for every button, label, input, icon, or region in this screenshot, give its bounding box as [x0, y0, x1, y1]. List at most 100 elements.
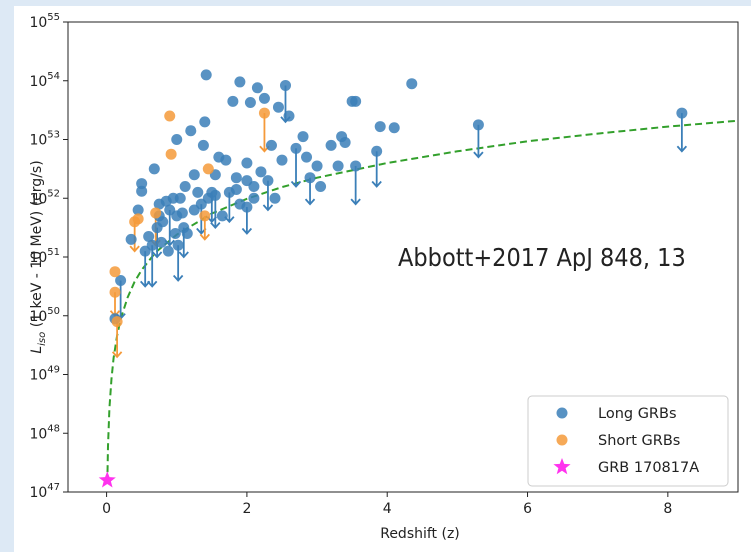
long-grb-point	[371, 145, 383, 157]
long-grb-point	[262, 175, 274, 187]
long-grb-point	[200, 69, 212, 81]
x-tick-label: 2	[242, 501, 251, 517]
x-tick-label: 8	[663, 501, 672, 517]
long-grb-point	[472, 119, 484, 131]
short-grb-point	[199, 210, 211, 222]
long-grb-point	[148, 163, 160, 175]
long-grb-point	[241, 157, 253, 169]
long-grb-point	[169, 228, 181, 239]
y-axis-label-sub: iso	[37, 332, 48, 346]
y-tick-label: 1047	[29, 482, 60, 501]
chart-annotation: Abbott+2017 ApJ 848, 13	[398, 243, 686, 272]
long-grb-point	[162, 245, 174, 257]
y-tick-label: 1054	[29, 71, 60, 90]
long-grb-point	[388, 122, 400, 134]
long-grb-point	[244, 96, 256, 108]
short-grb-point	[165, 148, 177, 160]
long-grb-point	[172, 239, 184, 251]
long-grb-point	[350, 160, 362, 172]
long-grb-point	[406, 78, 418, 90]
short-grb-point	[109, 266, 121, 278]
x-tick-label: 6	[523, 501, 532, 517]
legend-marker-short	[556, 434, 568, 446]
long-grb-point	[179, 181, 191, 192]
long-grb-point	[255, 166, 267, 178]
y-axis-label: Liso (1 keV - 10 MeV) (erg/s)	[29, 160, 48, 353]
long-grb-point	[174, 192, 186, 204]
short-grb-point	[150, 207, 162, 219]
long-grb-point	[192, 186, 204, 198]
long-grb-upper-limit-arrow	[147, 245, 158, 288]
y-tick-label: 1048	[29, 423, 60, 442]
long-grb-upper-limit-arrow	[290, 148, 302, 188]
long-grb-point	[230, 172, 242, 184]
long-grb-point	[185, 125, 197, 137]
x-axis-label: Redshift (z)	[380, 526, 460, 542]
x-tick-label: 0	[102, 501, 111, 517]
data-points-layer	[98, 69, 688, 488]
long-grb-point	[136, 178, 148, 190]
short-grb-point	[258, 107, 270, 119]
long-grb-point	[339, 136, 351, 148]
grb170817a-star-icon	[98, 471, 116, 488]
y-axis-label-rest: (1 keV - 10 MeV) (erg/s)	[29, 160, 45, 331]
long-grb-point	[146, 239, 158, 251]
long-grb-upper-limit-arrow	[350, 165, 361, 206]
long-grb-point	[176, 207, 188, 219]
long-grb-point	[143, 230, 155, 242]
legend-box	[527, 395, 729, 487]
long-grb-point	[199, 116, 211, 128]
y-tick-label: 1052	[29, 188, 60, 207]
long-grb-point	[248, 181, 260, 192]
long-grb-point	[315, 181, 327, 192]
legend: Long GRBs Short GRBs GRB 170817A	[527, 395, 729, 487]
long-grb-point	[216, 210, 228, 222]
long-grb-upper-limit-arrow	[676, 113, 688, 153]
long-grb-point	[209, 189, 221, 201]
short-grb-point	[109, 286, 121, 298]
legend-star-icon	[553, 458, 571, 475]
long-grb-point	[279, 79, 291, 91]
x-axis-ticks: 0 2 4 6 8	[102, 492, 672, 517]
long-grb-point	[301, 151, 313, 163]
long-grb-point	[155, 236, 167, 248]
long-grb-point	[276, 154, 288, 166]
long-grb-point	[251, 82, 263, 94]
legend-marker-long	[556, 407, 568, 419]
long-grb-point	[248, 192, 260, 204]
y-axis-label-main: L	[29, 346, 45, 354]
long-grb-point	[220, 154, 232, 166]
long-grb-point	[269, 192, 281, 204]
y-tick-label: 1050	[29, 306, 60, 325]
long-grb-point	[227, 95, 239, 107]
long-grb-point	[132, 204, 144, 216]
long-grb-point	[125, 233, 137, 245]
short-grb-point	[164, 110, 176, 122]
legend-label-short: Short GRBs	[598, 433, 680, 449]
legend-label-grb170817a: GRB 170817A	[598, 460, 699, 476]
long-grb-point	[272, 101, 284, 113]
long-grb-point	[241, 201, 253, 213]
long-grb-upper-limit-arrow	[172, 245, 184, 282]
long-grb-point	[171, 134, 183, 145]
long-grb-point	[181, 228, 193, 239]
long-grb-point	[230, 183, 242, 195]
long-grb-point	[350, 95, 362, 107]
x-tick-label: 4	[383, 501, 392, 517]
long-grb-point	[325, 139, 337, 151]
long-grb-point	[234, 76, 246, 88]
legend-label-long: Long GRBs	[598, 406, 677, 422]
long-grb-point	[676, 107, 688, 119]
y-tick-label: 1051	[29, 247, 60, 266]
y-tick-label: 1055	[29, 12, 60, 31]
short-grb-point	[132, 213, 144, 225]
y-tick-label: 1053	[29, 130, 60, 149]
short-grb-upper-limit-arrow	[111, 321, 123, 359]
long-grb-point	[374, 121, 386, 133]
long-grb-point	[332, 160, 344, 172]
long-grb-point	[136, 185, 148, 197]
long-grb-point	[115, 275, 127, 286]
y-axis-ticks: 1047 1048 1049 1050 1051 1052 1053 1054 1055	[29, 12, 68, 501]
